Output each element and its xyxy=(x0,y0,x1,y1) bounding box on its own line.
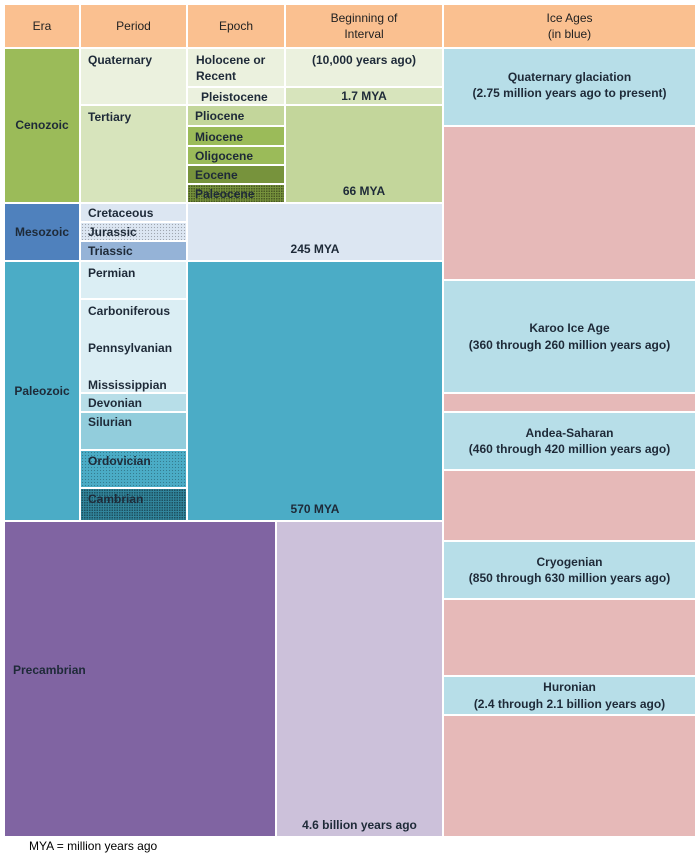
beginning-holocene: (10,000 years ago) xyxy=(285,48,443,87)
period-carboniferous-label: Carboniferous xyxy=(88,304,171,318)
era-precambrian-label: Precambrian xyxy=(13,663,86,677)
period-mississippian-label: Mississippian xyxy=(88,378,167,392)
header-beginning-line2: Interval xyxy=(344,27,384,41)
period-carboniferous: Carboniferous Pennsylvanian Mississippia… xyxy=(80,299,187,393)
non-ice-interval-2 xyxy=(443,393,696,412)
beginning-mesozoic: 245 MYA xyxy=(187,203,443,261)
beginning-paleozoic-label: 570 MYA xyxy=(290,501,340,516)
epoch-pliocene: Pliocene xyxy=(187,105,285,126)
ice-huronian-range: (2.4 through 2.1 billion years ago) xyxy=(473,696,666,711)
era-cenozoic-label: Cenozoic xyxy=(15,118,69,133)
beginning-tertiary: 66 MYA xyxy=(285,105,443,203)
ice-andea-saharan: Andea-Saharan (460 through 420 million y… xyxy=(443,412,696,470)
ice-karoo: Karoo Ice Age (360 through 260 million y… xyxy=(443,280,696,393)
non-ice-interval-1 xyxy=(443,126,696,280)
ice-quaternary-range: (2.75 million years ago to present) xyxy=(472,86,667,101)
period-cretaceous: Cretaceous xyxy=(80,203,187,222)
era-paleozoic: Paleozoic xyxy=(4,261,80,521)
epoch-paleocene-label: Paleocene xyxy=(195,187,255,201)
period-quaternary-label: Quaternary xyxy=(88,53,153,67)
era-mesozoic: Mesozoic xyxy=(4,203,80,261)
period-tertiary: Tertiary xyxy=(80,105,187,203)
era-cenozoic: Cenozoic xyxy=(4,48,80,203)
epoch-eocene-label: Eocene xyxy=(195,168,238,182)
epoch-oligocene-label: Oligocene xyxy=(195,149,254,163)
period-permian-label: Permian xyxy=(88,266,136,280)
period-triassic: Triassic xyxy=(80,241,187,261)
period-ordovician: Ordovician xyxy=(80,450,187,488)
epoch-holocene-line2: Recent xyxy=(196,69,237,84)
epoch-pleistocene-label: Pleistocene xyxy=(201,90,268,104)
ice-karoo-title: Karoo Ice Age xyxy=(529,321,610,336)
period-cretaceous-label: Cretaceous xyxy=(88,206,154,220)
beginning-paleozoic: 570 MYA xyxy=(187,261,443,521)
header-period: Period xyxy=(80,4,187,48)
period-permian: Permian xyxy=(80,261,187,299)
period-tertiary-label: Tertiary xyxy=(88,110,132,124)
footnote: MYA = million years ago xyxy=(29,839,158,853)
epoch-holocene-line1: Holocene or xyxy=(196,53,266,67)
period-ordovician-label: Ordovician xyxy=(88,454,151,468)
header-ice-line2: (in blue) xyxy=(547,27,592,41)
ice-cryogenian: Cryogenian (850 through 630 million year… xyxy=(443,541,696,599)
epoch-holocene: Holocene or Recent xyxy=(187,48,285,87)
period-triassic-label: Triassic xyxy=(88,244,133,258)
ice-andea-range: (460 through 420 million years ago) xyxy=(468,442,671,456)
period-silurian-label: Silurian xyxy=(88,415,133,429)
beginning-mesozoic-label: 245 MYA xyxy=(290,241,340,256)
beginning-pleistocene: 1.7 MYA xyxy=(285,87,443,105)
header-beginning: Beginning of Interval xyxy=(285,4,443,48)
period-pennsylvanian-label: Pennsylvanian xyxy=(88,341,173,355)
beginning-pleistocene-label: 1.7 MYA xyxy=(341,88,387,103)
ice-karoo-range: (360 through 260 million years ago) xyxy=(468,337,671,352)
header-era: Era xyxy=(4,4,80,48)
beginning-tertiary-label: 66 MYA xyxy=(342,183,386,198)
ice-andea-title: Andea-Saharan xyxy=(525,425,614,440)
epoch-eocene: Eocene xyxy=(187,165,285,184)
header-ice-ages: Ice Ages (in blue) xyxy=(443,4,696,48)
epoch-pliocene-label: Pliocene xyxy=(195,109,245,123)
header-epoch-label: Epoch xyxy=(218,18,254,33)
non-ice-interval-3 xyxy=(443,470,696,541)
period-silurian: Silurian xyxy=(80,412,187,450)
ice-quaternary-glaciation: Quaternary glaciation (2.75 million year… xyxy=(443,48,696,126)
period-cambrian: Cambrian xyxy=(80,488,187,521)
ice-quaternary-title: Quaternary glaciation xyxy=(507,70,632,84)
header-beginning-line1: Beginning of xyxy=(330,10,398,25)
epoch-miocene: Miocene xyxy=(187,126,285,146)
era-precambrian: Precambrian xyxy=(4,521,276,837)
epoch-pleistocene: Pleistocene xyxy=(187,87,285,105)
non-ice-interval-5 xyxy=(443,715,696,837)
period-quaternary: Quaternary xyxy=(80,48,187,105)
non-ice-interval-4 xyxy=(443,599,696,676)
period-jurassic: Jurassic xyxy=(80,222,187,241)
header-period-label: Period xyxy=(116,18,151,33)
ice-cryo-title: Cryogenian xyxy=(536,554,603,569)
header-epoch: Epoch xyxy=(187,4,285,48)
epoch-miocene-label: Miocene xyxy=(195,130,244,144)
period-jurassic-label: Jurassic xyxy=(88,225,137,239)
epoch-paleocene: Paleocene xyxy=(187,184,285,203)
ice-huronian-title: Huronian xyxy=(543,680,596,695)
ice-huronian: Huronian (2.4 through 2.1 billion years … xyxy=(443,676,696,715)
beginning-holocene-label: (10,000 years ago) xyxy=(311,53,417,67)
beginning-precambrian: 4.6 billion years ago xyxy=(276,521,443,837)
era-mesozoic-label: Mesozoic xyxy=(14,224,69,239)
beginning-precambrian-label: 4.6 billion years ago xyxy=(302,817,417,832)
period-cambrian-label: Cambrian xyxy=(88,492,144,506)
header-ice-line1: Ice Ages xyxy=(546,10,593,25)
period-devonian-label: Devonian xyxy=(88,396,143,410)
period-devonian: Devonian xyxy=(80,393,187,412)
ice-cryo-range: (850 through 630 million years ago) xyxy=(468,571,671,585)
header-era-label: Era xyxy=(32,18,52,33)
epoch-oligocene: Oligocene xyxy=(187,146,285,165)
era-paleozoic-label: Paleozoic xyxy=(14,383,70,398)
